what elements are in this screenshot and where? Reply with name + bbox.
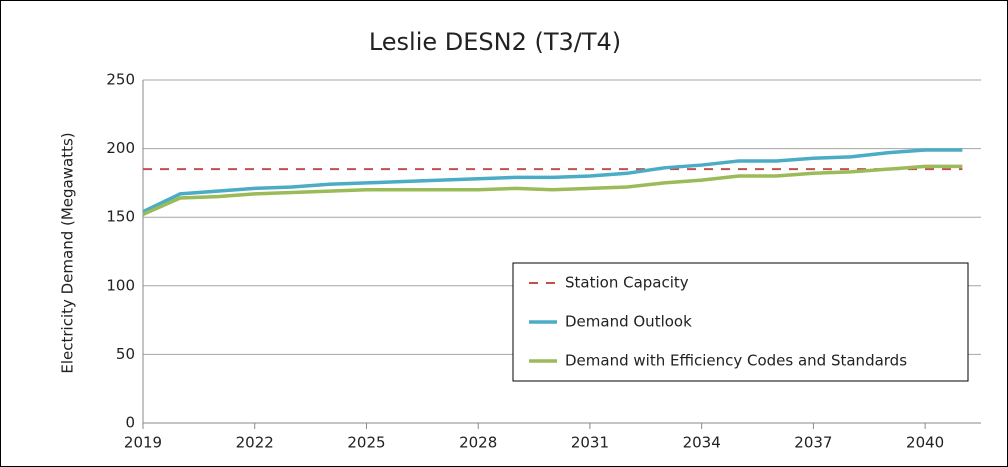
x-tick-label: 2022	[236, 434, 274, 452]
series-line	[142, 148, 963, 214]
x-tick-label: 2040	[906, 434, 944, 452]
y-tick-label: 200	[106, 139, 135, 157]
y-tick-label: 100	[106, 276, 135, 294]
legend-label: Demand with Efficiency Codes and Standar…	[565, 352, 907, 370]
series-line	[142, 164, 963, 217]
y-axis-label: Electricity Demand (Megawatts)	[59, 132, 77, 373]
chart-title: Leslie DESN2 (T3/T4)	[369, 28, 621, 56]
legend-label: Station Capacity	[565, 274, 689, 292]
x-tick-label: 2028	[459, 434, 497, 452]
y-tick-label: 250	[106, 71, 135, 89]
x-tick-label: 2019	[124, 434, 162, 452]
x-tick-label: 2025	[347, 434, 385, 452]
x-tick-label: 2037	[794, 434, 832, 452]
legend-label: Demand Outlook	[565, 313, 692, 331]
y-tick-label: 150	[106, 208, 135, 226]
x-tick-label: 2031	[571, 434, 609, 452]
y-tick-label: 50	[116, 345, 135, 363]
legend-box	[512, 262, 969, 382]
x-tick-label: 2034	[683, 434, 721, 452]
legend: Station Capacity Demand Outlook Demand wit…	[512, 262, 969, 382]
y-tick-label: 0	[125, 414, 135, 432]
